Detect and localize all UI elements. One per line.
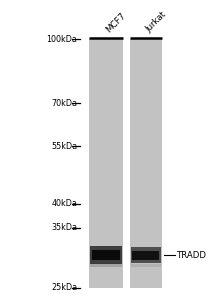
Text: 55kDa: 55kDa [51, 142, 77, 151]
Bar [132, 251, 159, 260]
Text: 35kDa: 35kDa [51, 223, 77, 232]
Bar [89, 39, 123, 288]
Text: TRADD: TRADD [177, 251, 207, 260]
Text: 40kDa: 40kDa [51, 199, 77, 208]
Bar [90, 262, 122, 267]
Text: MCF7: MCF7 [104, 11, 127, 35]
Text: 70kDa: 70kDa [51, 99, 77, 108]
Text: Jurkat: Jurkat [144, 11, 168, 34]
Text: 100kDa: 100kDa [46, 34, 77, 43]
Bar [131, 264, 161, 267]
Bar [90, 246, 122, 264]
Bar [130, 39, 162, 288]
Text: 25kDa: 25kDa [51, 284, 77, 292]
Bar [131, 247, 161, 263]
Bar [92, 250, 120, 260]
